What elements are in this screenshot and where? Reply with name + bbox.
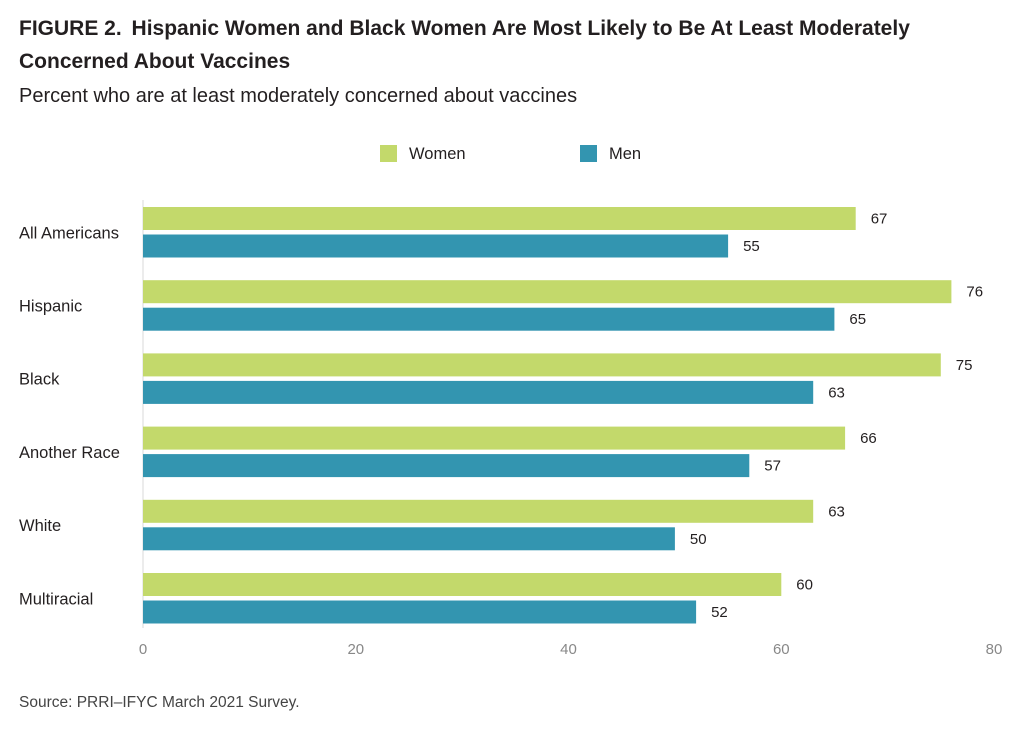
data-label-women: 67 <box>871 211 888 228</box>
legend-label-women: Women <box>409 145 466 163</box>
bar-women <box>143 353 941 377</box>
bar-men <box>143 234 729 258</box>
category-label: Another Race <box>19 444 120 462</box>
x-tick-label: 0 <box>139 641 147 658</box>
bar-group <box>143 207 952 624</box>
chart-subtitle: Percent who are at least moderately conc… <box>19 85 578 107</box>
category-label: All Americans <box>19 224 119 242</box>
legend-swatch-men <box>580 145 597 162</box>
bar-men <box>143 454 750 478</box>
bar-women <box>143 207 856 230</box>
bar-men <box>143 527 675 551</box>
data-label-men: 55 <box>743 238 760 255</box>
bar-men <box>143 600 697 624</box>
x-tick-label: 20 <box>347 641 364 658</box>
x-tick-label: 80 <box>986 641 1003 658</box>
category-label: Multiracial <box>19 590 93 608</box>
legend-label-men: Men <box>609 145 641 163</box>
data-label-men: 50 <box>690 531 707 548</box>
x-tick-label: 60 <box>773 641 790 658</box>
data-label-women: 63 <box>828 503 845 520</box>
category-label: Black <box>19 371 60 389</box>
bar-women <box>143 499 814 523</box>
legend-swatch-women <box>380 145 397 162</box>
bar-women <box>143 426 846 450</box>
data-label-men: 57 <box>764 458 781 475</box>
bar-women <box>143 573 782 596</box>
data-label-women: 75 <box>956 357 973 374</box>
x-tick-label: 40 <box>560 641 577 658</box>
data-label-women: 60 <box>796 577 813 594</box>
category-labels: All Americans Hispanic Black Another Race Wh… <box>19 224 120 608</box>
data-label-women: 76 <box>966 284 983 301</box>
data-labels: 67 55 76 65 75 63 66 57 63 50 60 52 <box>690 211 983 622</box>
figure-title-text: Hispanic Women and Black Women Are Most … <box>19 17 910 73</box>
source-note: Source: PRRI–IFYC March 2021 Survey. <box>19 694 300 711</box>
category-label: White <box>19 517 61 535</box>
data-label-women: 66 <box>860 430 877 447</box>
bar-women <box>143 280 952 304</box>
x-axis-ticks: 0 20 40 60 80 <box>139 641 1003 658</box>
chart-title: FIGURE 2. Hispanic Women and Black Women… <box>19 12 1009 78</box>
bar-men <box>143 380 814 404</box>
data-label-men: 63 <box>828 384 845 401</box>
category-label: Hispanic <box>19 297 82 315</box>
data-label-men: 52 <box>711 604 728 621</box>
data-label-men: 65 <box>849 311 866 328</box>
bar-men <box>143 307 835 331</box>
chart-legend: Women Men <box>380 145 641 163</box>
figure-label: FIGURE 2. <box>19 17 122 40</box>
